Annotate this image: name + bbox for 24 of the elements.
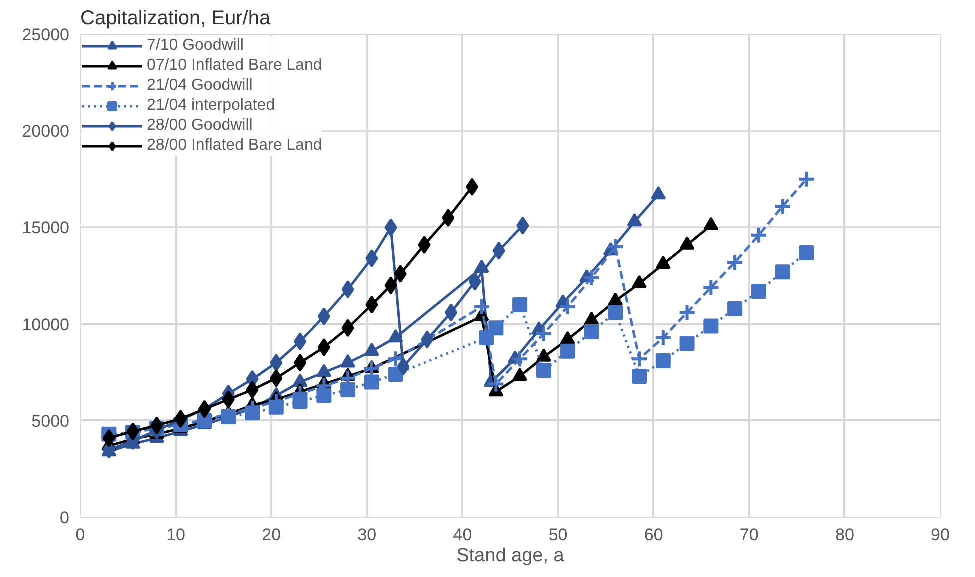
y-tick-label: 5000 — [32, 412, 70, 431]
y-tick-label: 20000 — [22, 122, 70, 142]
legend-label: 07/10 Inflated Bare Land — [147, 57, 322, 75]
y-tick-label: 25000 — [22, 26, 70, 44]
legend-label: 28/00 Inflated Bare Land — [147, 137, 322, 155]
x-axis-title: Stand age, a — [456, 546, 565, 566]
x-tick-label: 60 — [644, 526, 664, 544]
x-tick-label: 90 — [931, 526, 950, 544]
y-tick-label: 0 — [60, 508, 70, 528]
x-tick-label: 20 — [262, 526, 282, 544]
x-tick-label: 50 — [548, 526, 568, 544]
legend-label: 7/10 Goodwill — [147, 37, 244, 55]
legend-label: 28/00 Goodwill — [147, 117, 253, 135]
chart-title: Capitalization, Eur/ha — [80, 8, 272, 30]
x-tick-label: 40 — [453, 526, 472, 544]
legend-label: 21/04 Goodwill — [147, 77, 253, 95]
x-tick-label: 80 — [835, 526, 854, 544]
x-tick-label: 70 — [740, 526, 759, 544]
x-tick-label: 10 — [166, 526, 186, 544]
x-tick-label: 30 — [358, 526, 377, 544]
y-tick-label: 10000 — [22, 315, 70, 334]
x-tick-label: 0 — [76, 526, 86, 544]
y-tick-label: 15000 — [22, 218, 70, 238]
legend-label: 21/04 interpolated — [147, 97, 276, 115]
